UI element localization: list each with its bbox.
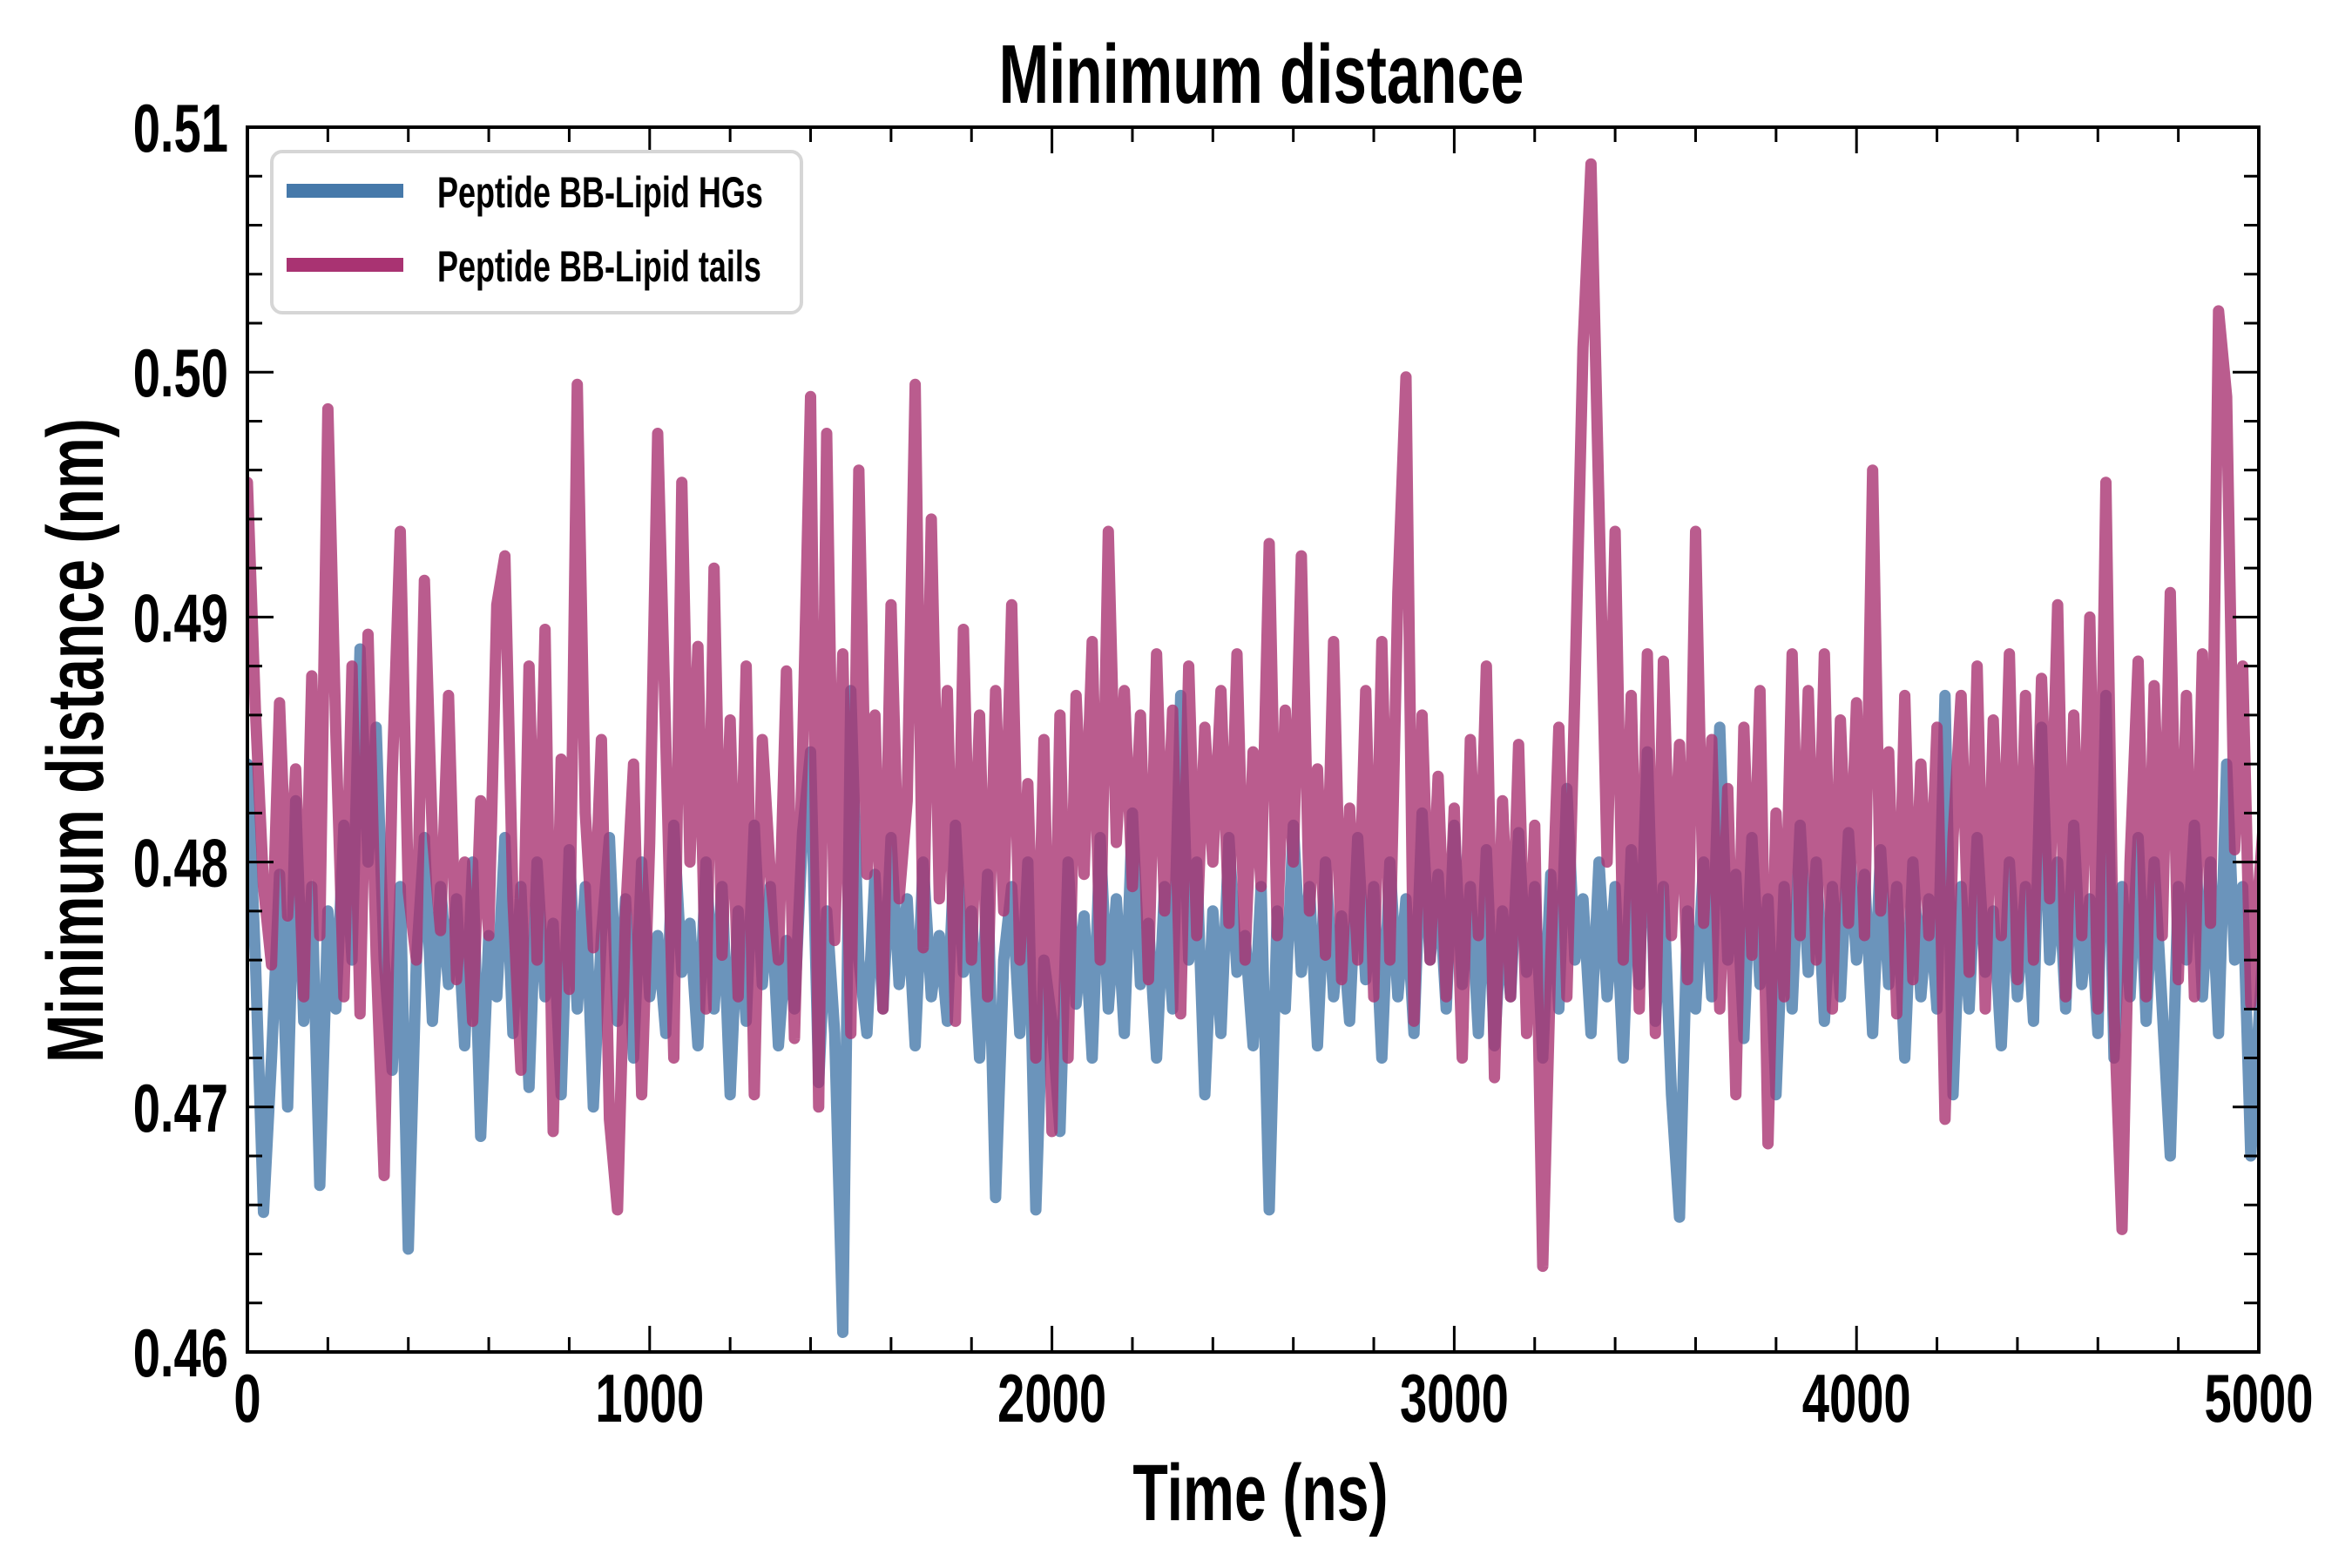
chart-title: Minimum distance: [999, 27, 1524, 121]
y-tick-label: 0.48: [133, 826, 228, 902]
y-tick-label: 0.46: [133, 1315, 228, 1391]
y-tick-label: 0.50: [133, 335, 228, 411]
legend-label-hgs: Peptide BB-Lipid HGs: [437, 169, 763, 217]
x-tick-label: 5000: [2205, 1361, 2314, 1436]
legend: Peptide BB-Lipid HGs Peptide BB-Lipid ta…: [270, 150, 803, 314]
legend-label-tails: Peptide BB-Lipid tails: [437, 243, 761, 291]
y-tick-label: 0.49: [133, 580, 228, 656]
minor-ticks: [247, 127, 2259, 1352]
series-layer: [247, 158, 2259, 1338]
x-tick-label: 2000: [997, 1361, 1106, 1436]
x-tick-label: 4000: [1802, 1361, 1911, 1436]
y-tick-label: 0.47: [133, 1071, 228, 1146]
x-tick-label: 3000: [1400, 1361, 1509, 1436]
y-tick-label: 0.51: [133, 91, 228, 166]
x-axis-label: Time (ns): [1132, 1447, 1388, 1537]
x-tick-label: 0: [233, 1361, 260, 1436]
x-tick-labels: 0 1000 2000 3000 4000 5000: [233, 1361, 2313, 1436]
y-tick-labels: 0.46 0.47 0.48 0.49 0.50 0.51: [133, 91, 228, 1391]
plot-frame: [246, 125, 2261, 1354]
legend-box: [270, 150, 803, 314]
y-axis-label: Minimum distance (nm): [30, 418, 119, 1063]
x-tick-label: 1000: [595, 1361, 704, 1436]
series-line-tails: [247, 158, 2259, 1273]
